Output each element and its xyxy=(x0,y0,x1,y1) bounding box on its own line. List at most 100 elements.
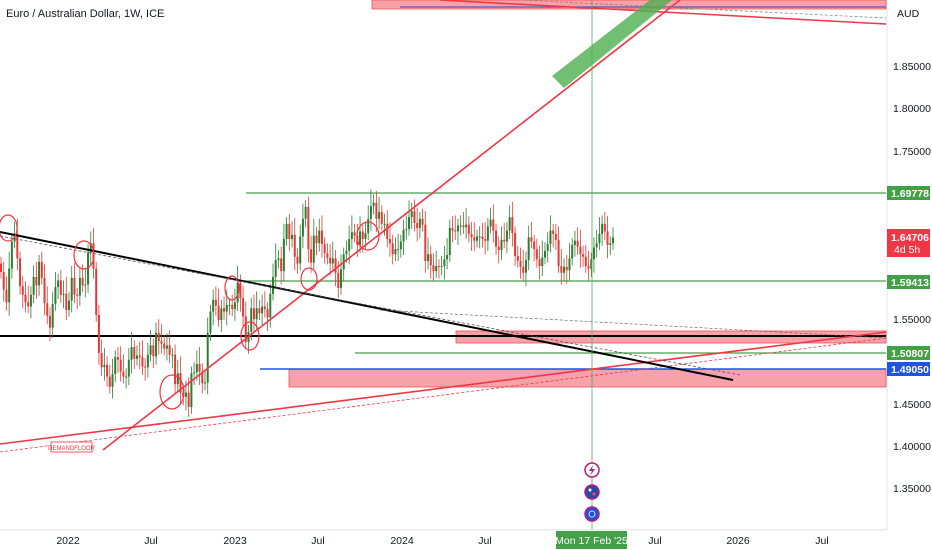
candle-body xyxy=(435,266,438,272)
candle-body xyxy=(255,308,258,320)
circle-mark xyxy=(0,214,18,242)
candle-body xyxy=(106,364,109,377)
candle-body xyxy=(157,332,160,342)
candle-body xyxy=(476,236,478,241)
candle-body xyxy=(244,316,247,342)
candle-body xyxy=(187,392,190,407)
candle-body xyxy=(432,265,435,272)
demandfloor-text: DEMANDFLOOR xyxy=(48,446,95,452)
candle-body xyxy=(32,277,35,295)
candle-body xyxy=(133,347,136,359)
candle-body xyxy=(383,223,386,225)
candle-body xyxy=(261,306,264,314)
candle-body xyxy=(353,232,356,236)
candle-body xyxy=(40,261,43,278)
candle-body xyxy=(465,224,468,228)
candle-body xyxy=(299,236,302,264)
red-upper-trendline[interactable] xyxy=(439,0,887,25)
last-price: 1.64706 xyxy=(891,232,929,244)
circle-mark xyxy=(159,374,185,410)
last-price-badge[interactable]: 1.64706 4d 5h xyxy=(887,229,930,257)
circle-annotations xyxy=(0,214,380,410)
demandfloor-label[interactable]: DEMANDFLOOR xyxy=(48,441,96,453)
candle-body xyxy=(0,263,2,272)
candle-body xyxy=(149,345,152,355)
candle-body xyxy=(231,304,234,310)
candle-body xyxy=(576,240,579,247)
x-tick: 2022 xyxy=(56,535,80,547)
price-label: 1.50807 xyxy=(891,348,929,360)
candle-body xyxy=(277,258,280,261)
candle-body xyxy=(70,277,73,301)
candle-body xyxy=(568,258,571,271)
price-badge-1-69778[interactable]: 1.69778 xyxy=(887,186,930,200)
event-icons xyxy=(584,462,600,522)
dashed-descending-line xyxy=(0,235,741,376)
candle-body xyxy=(590,259,593,269)
candle-body xyxy=(206,332,209,383)
candle-body xyxy=(127,359,130,377)
candle-body xyxy=(448,228,451,256)
candle-body xyxy=(402,229,405,242)
candle-body xyxy=(603,223,606,232)
x-tick: 2024 xyxy=(390,535,414,547)
candle-body xyxy=(481,236,484,240)
price-badge-1-59413[interactable]: 1.59413 xyxy=(887,275,930,289)
candle-body xyxy=(43,277,46,304)
candle-body xyxy=(388,239,391,244)
candle-body xyxy=(266,309,269,318)
candle-body xyxy=(563,266,566,273)
candle-body xyxy=(579,246,582,255)
candle-body xyxy=(410,211,413,218)
black-descending-trendline[interactable] xyxy=(0,231,734,381)
candle-body xyxy=(519,260,522,267)
candle-body xyxy=(296,256,299,264)
red-long-trendline[interactable] xyxy=(0,331,887,445)
levels xyxy=(0,192,886,370)
candle-body xyxy=(334,258,337,273)
dashed-upper-line xyxy=(519,0,887,19)
candle-body xyxy=(76,294,79,296)
candle-body xyxy=(81,277,84,286)
candle-body xyxy=(571,244,574,259)
candle-body xyxy=(511,217,514,234)
lightning-icon[interactable] xyxy=(584,462,600,478)
candle-body xyxy=(587,266,590,269)
circle-mark xyxy=(356,221,380,251)
candle-body xyxy=(236,282,239,303)
candle-body xyxy=(454,230,457,232)
candle-body xyxy=(144,366,147,368)
candle-body xyxy=(546,244,549,251)
red-ascending-trendline[interactable] xyxy=(102,0,681,451)
currency-label[interactable]: AUD xyxy=(897,8,920,20)
time-axis[interactable] xyxy=(0,530,887,550)
circle-mark xyxy=(224,275,240,301)
candle-body xyxy=(408,217,410,229)
candle-body xyxy=(293,234,296,257)
price-badge-1-49050[interactable]: 1.49050 xyxy=(887,362,930,376)
candle-body xyxy=(125,376,128,378)
candle-body xyxy=(250,308,253,332)
candle-body xyxy=(168,345,171,355)
candle-body xyxy=(601,223,604,234)
flag-eu-icon[interactable] xyxy=(584,484,600,500)
candle-body xyxy=(606,231,609,245)
candle-body xyxy=(46,303,49,316)
candle-body xyxy=(122,371,125,377)
candle-body xyxy=(21,286,24,295)
candle-body xyxy=(329,257,332,264)
candle-body xyxy=(530,237,533,242)
candle-body xyxy=(174,354,177,385)
candle-body xyxy=(225,304,228,312)
candle-body xyxy=(272,277,274,294)
price-badge-1-50807[interactable]: 1.50807 xyxy=(887,346,930,360)
candle-body xyxy=(582,254,585,257)
price-label: 1.49050 xyxy=(891,364,929,376)
candle-body xyxy=(269,293,272,318)
green-arrow-band[interactable] xyxy=(552,0,672,88)
globe-icon[interactable] xyxy=(584,506,600,522)
candle-body xyxy=(263,306,266,310)
candle-body xyxy=(95,268,98,315)
candle-body xyxy=(304,206,307,219)
